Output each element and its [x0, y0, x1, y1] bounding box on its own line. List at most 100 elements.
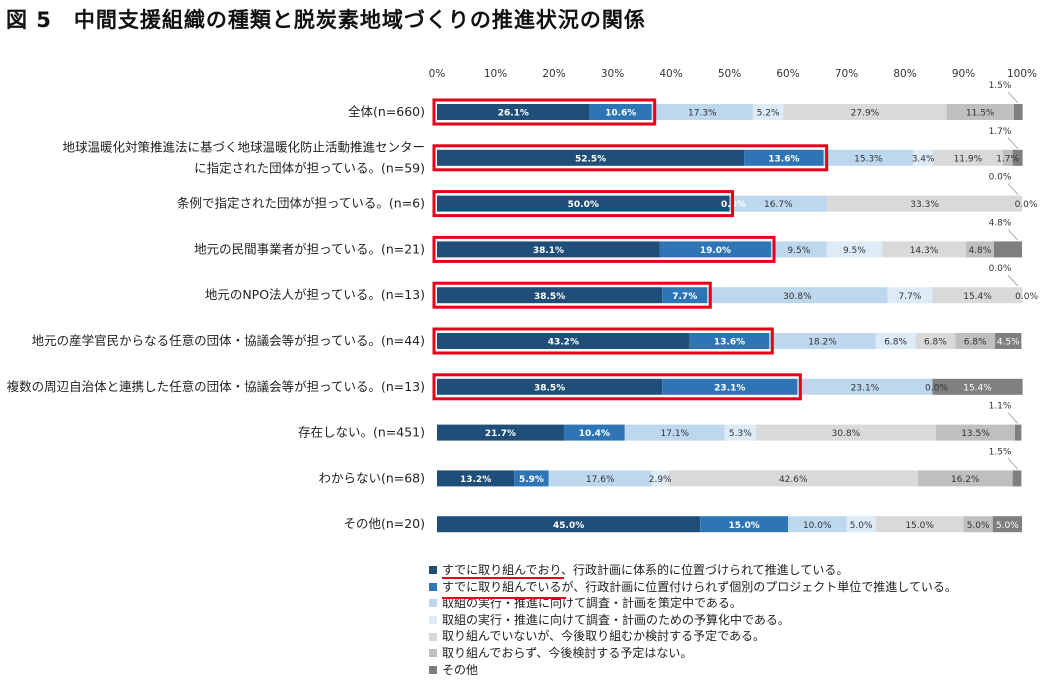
data-label: 15.0% — [729, 521, 760, 531]
bar-segment — [724, 424, 756, 441]
bar-segment — [827, 195, 1022, 212]
legend-swatch — [429, 649, 437, 658]
legend: すでに取り組んでおり、行政計画に体系的に位置づけられて推進している。 すでに取り組… — [429, 562, 957, 678]
data-label: 16.2% — [951, 475, 980, 485]
data-label: 5.0% — [996, 521, 1019, 531]
bar-segment — [826, 241, 883, 258]
bar-segment — [882, 241, 966, 258]
data-label: 16.7% — [764, 200, 793, 210]
bar-segment — [965, 241, 994, 258]
legend-swatch — [429, 665, 437, 674]
bar-segment — [689, 333, 770, 349]
data-label: 38.5% — [534, 383, 565, 393]
data-label: 9.5% — [787, 246, 810, 256]
legend-swatch — [429, 582, 437, 591]
data-label: 38.1% — [533, 246, 564, 256]
bar-segment — [797, 378, 933, 395]
bar-segment — [662, 378, 798, 395]
bar-segment — [651, 104, 753, 120]
data-label: 21.7% — [485, 429, 516, 439]
data-label: 0.0% — [1015, 200, 1038, 210]
bar-segment — [659, 241, 772, 258]
legend-swatch — [429, 616, 437, 625]
bar-segment — [563, 424, 625, 441]
data-label: 17.3% — [688, 109, 717, 119]
legend-label: すでに取り組んでおり、行政計画に体系的に位置づけられて推進している。 — [442, 563, 849, 577]
bar-segment — [963, 516, 993, 533]
category-label: 存在しない。(n=451) — [298, 425, 425, 440]
data-label: 10.0% — [803, 521, 832, 531]
x-tick-label: 100% — [1007, 68, 1037, 80]
data-label: 10.4% — [579, 429, 610, 439]
data-label: 4.8% — [968, 246, 991, 256]
data-label: 6.8% — [924, 338, 947, 348]
legend-swatch — [429, 632, 437, 641]
bar-segment — [437, 378, 663, 395]
bar-segment — [936, 424, 1015, 441]
data-label: 7.7% — [672, 292, 697, 302]
legend-item: 取り組んでいないが、今後取り組むか検討する予定である。 — [429, 628, 957, 645]
bar-segment — [1012, 149, 1023, 166]
x-tick-label: 0% — [429, 68, 446, 80]
chart-title: 図 5 中間支援組織の種類と脱炭素地域づくりの推進状況の関係 — [6, 8, 646, 32]
bar-segment — [437, 333, 690, 349]
category-label: 地元のNPO法人が担っている。(n=13) — [205, 287, 425, 302]
bar-segment — [437, 287, 663, 304]
bar-segment — [437, 104, 590, 120]
data-label: 45.0% — [553, 521, 584, 531]
bar-segment — [1014, 424, 1022, 441]
legend-item: その他 — [429, 662, 957, 679]
data-label: 15.4% — [963, 292, 992, 302]
callout-leader — [1007, 183, 1019, 195]
callout-label: 1.5% — [989, 81, 1012, 91]
data-label: 5.0% — [967, 521, 990, 531]
data-label: 4.5% — [997, 338, 1020, 348]
data-label: 33.3% — [910, 200, 939, 210]
category-label: 地元の産学官民からなる任意の団体・協議会等が担っている。(n=44) — [32, 333, 425, 348]
data-label: 18.2% — [808, 338, 837, 348]
bar-segment — [875, 516, 964, 533]
bar-segment — [437, 195, 730, 212]
data-label: 5.3% — [729, 429, 752, 439]
data-label: 17.1% — [661, 429, 690, 439]
category-label: 全体(n=660) — [348, 104, 425, 119]
data-label: 5.2% — [757, 109, 780, 119]
bar-segment — [788, 516, 847, 533]
x-tick-label: 90% — [952, 68, 975, 80]
x-tick-label: 20% — [542, 68, 565, 80]
x-tick-label: 80% — [893, 68, 916, 80]
data-label: 17.6% — [586, 475, 615, 485]
data-label: 3.4% — [912, 154, 935, 164]
bar-segment — [437, 516, 701, 533]
bar-segment — [887, 287, 933, 304]
data-label: 23.1% — [851, 383, 880, 393]
callout-leader — [1007, 91, 1019, 104]
callout-label: 1.1% — [989, 402, 1012, 412]
bar-segment — [744, 149, 824, 166]
data-label: 11.5% — [966, 109, 995, 119]
bar-segment — [668, 470, 918, 487]
legend-item: 取組の実行・推進に向けて調査・計画を策定中である。 — [429, 595, 957, 612]
data-label: 43.2% — [548, 338, 579, 348]
bar-segment — [624, 424, 725, 441]
bar-segment — [875, 333, 916, 349]
data-label: 23.1% — [714, 383, 745, 393]
category-label: 複数の周辺自治体と連携した任意の団体・協議会等が担っている。(n=13) — [7, 379, 425, 394]
data-label: 13.2% — [460, 475, 491, 485]
x-tick-label: 40% — [659, 68, 682, 80]
legend-label: 取り組んでいないが、今後取り組むか検討する予定である。 — [442, 629, 766, 644]
bar-segment — [437, 424, 564, 441]
data-label: 27.9% — [851, 109, 880, 119]
data-label: 7.7% — [899, 292, 922, 302]
legend-item: 取り組んでおらず、今後検討する予定はない。 — [429, 645, 957, 662]
x-tick-label: 70% — [835, 68, 858, 80]
bar-segment — [651, 470, 669, 487]
legend-underline — [442, 597, 566, 599]
legend-label: その他 — [442, 662, 479, 677]
data-label: 38.5% — [534, 292, 565, 302]
data-label: 0.0% — [925, 383, 948, 393]
bar-segment — [917, 470, 1013, 487]
bar-segment — [700, 516, 788, 533]
data-label: 30.8% — [832, 429, 861, 439]
bar-segment — [946, 104, 1014, 120]
